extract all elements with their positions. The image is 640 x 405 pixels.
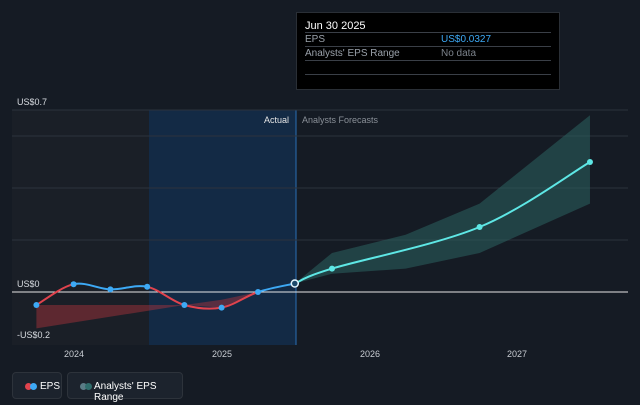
forecast-label: Analysts Forecasts <box>302 115 379 125</box>
tooltip-date: Jun 30 2025 <box>305 20 366 32</box>
x-tick-label-2026: 2026 <box>360 349 380 359</box>
eps-range-area-0 <box>36 292 258 329</box>
legend-eps-button[interactable]: EPS <box>12 372 62 399</box>
forecast-point-1 <box>476 224 483 230</box>
y-tick-label-top: US$0.7 <box>17 97 47 107</box>
eps-point-7 <box>290 279 300 288</box>
legend-range-dot-icon-2 <box>85 383 92 390</box>
eps-line-segment-3 <box>146 285 185 306</box>
legend-eps-negative-dot-icon <box>25 383 32 390</box>
tooltip-eps-label: EPS <box>305 34 326 45</box>
eps-line-segment-2 <box>110 285 148 291</box>
actual-label: Actual <box>264 115 289 125</box>
eps-point-layer <box>33 159 593 311</box>
eps-point-6 <box>254 289 261 295</box>
hover-tooltip: Jun 30 2025 EPS US$0.0327 Analysts' EPS … <box>296 12 560 90</box>
tooltip-row-eps: EPS US$0.0327 <box>305 32 551 46</box>
eps-point-0 <box>33 302 40 308</box>
y-tick-label-zero: US$0 <box>17 279 40 289</box>
forecast-line <box>294 161 591 285</box>
eps-range-area-1 <box>294 115 590 284</box>
legend-range-button[interactable]: Analysts' EPS Range <box>67 372 183 403</box>
y-tick-label-bottom: -US$0.2 <box>17 330 50 340</box>
eps-point-2 <box>107 286 114 293</box>
forecast-point-2 <box>586 159 593 165</box>
tooltip-range-value: No data <box>441 48 477 59</box>
tooltip-row-empty <box>305 60 551 75</box>
eps-line-segment-4 <box>184 304 222 310</box>
x-tick-label-2027: 2027 <box>507 349 527 359</box>
x-tick-label-2025: 2025 <box>212 349 232 359</box>
eps-point-5 <box>218 304 225 311</box>
legend-range-label: Analysts' EPS Range <box>94 381 157 403</box>
eps-line-segment-1 <box>73 282 111 291</box>
forecast-point-0 <box>328 265 335 272</box>
legend-eps-positive-dot-icon <box>30 383 37 390</box>
tooltip-row-range: Analysts' EPS Range No data <box>305 46 551 60</box>
tooltip-eps-value: US$0.0327 <box>441 34 492 45</box>
eps-point-1 <box>70 281 77 288</box>
legend-eps-label: EPS <box>40 381 61 392</box>
legend-range-dot-icon <box>80 383 87 390</box>
tooltip-range-label: Analysts' EPS Range <box>305 48 400 59</box>
x-tick-label-2024: 2024 <box>64 349 84 359</box>
eps-line-segment-5 <box>221 291 259 309</box>
eps-point-3 <box>144 283 151 290</box>
eps-point-4 <box>181 302 188 308</box>
